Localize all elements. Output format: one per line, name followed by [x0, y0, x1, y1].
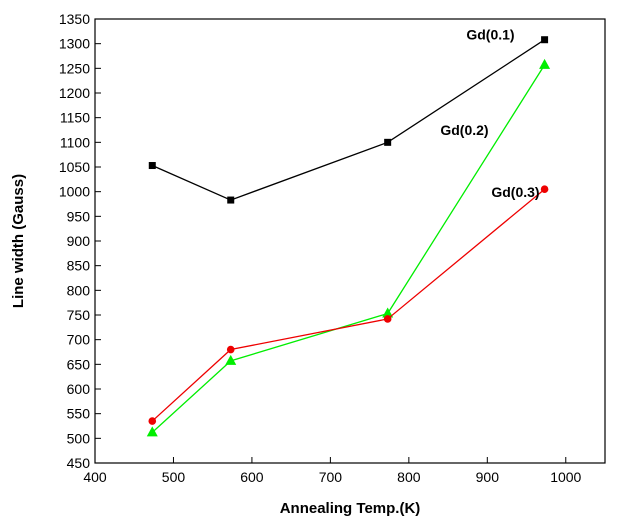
data-point [148, 417, 157, 425]
data-point [384, 138, 392, 146]
series-3 [148, 185, 549, 425]
data-point [541, 36, 549, 44]
series-1 [148, 36, 549, 204]
y-tick-label: 800 [67, 282, 91, 298]
y-tick-label: 1350 [59, 11, 90, 27]
x-tick-label: 900 [476, 469, 500, 485]
axes: 400 500 600 700 800 900 1000 450 500 550 600 650 700… [59, 11, 606, 485]
y-tick-label: 700 [67, 332, 91, 348]
x-tick-label: 1000 [550, 469, 581, 485]
y-tick-label: 550 [67, 406, 91, 422]
y-tick-label: 1100 [60, 134, 90, 150]
y-tick-label: 450 [67, 455, 91, 471]
series-label-3: Gd(0.3) [491, 184, 539, 200]
y-tick-label: 950 [67, 208, 91, 224]
y-tick-label: 1250 [59, 60, 90, 76]
series-layer [146, 36, 551, 437]
data-point [146, 426, 158, 437]
y-tick-label: 850 [67, 258, 91, 274]
x-tick-label: 700 [319, 469, 343, 485]
y-tick-label: 650 [67, 356, 91, 372]
data-point [225, 354, 237, 365]
data-point [226, 345, 235, 354]
data-point [148, 162, 156, 170]
y-tick-label: 900 [67, 233, 91, 249]
series-line [152, 39, 545, 201]
x-tick-label: 800 [397, 469, 421, 485]
data-point [540, 185, 549, 193]
series-label-2: Gd(0.2) [440, 122, 488, 138]
series-line [151, 188, 545, 422]
y-tick-label: 1050 [59, 159, 90, 175]
x-axis-title: Annealing Temp.(K) [280, 500, 421, 517]
y-tick-label: 1300 [59, 36, 90, 52]
x-tick-label: 500 [162, 469, 186, 485]
data-point [383, 315, 392, 323]
y-tick-label: 1150 [60, 110, 90, 126]
series-2 [146, 58, 551, 437]
data-point [382, 307, 394, 318]
series-labels: Gd(0.1) Gd(0.2) Gd(0.3) [440, 27, 539, 200]
data-point [539, 58, 551, 69]
x-tick-label: 600 [240, 469, 264, 485]
y-tick-label: 1200 [59, 85, 90, 101]
y-tick-label: 750 [67, 307, 91, 323]
y-axis-title: Line width (Gauss) [10, 174, 27, 308]
data-point [227, 196, 235, 204]
series-line [151, 64, 546, 433]
series-label-1: Gd(0.1) [466, 27, 514, 43]
plot-frame [94, 18, 606, 464]
y-tick-label: 1000 [59, 184, 90, 200]
y-tick-label: 500 [67, 430, 91, 446]
y-tick-label: 600 [67, 381, 91, 397]
x-tick-label: 400 [83, 469, 107, 485]
